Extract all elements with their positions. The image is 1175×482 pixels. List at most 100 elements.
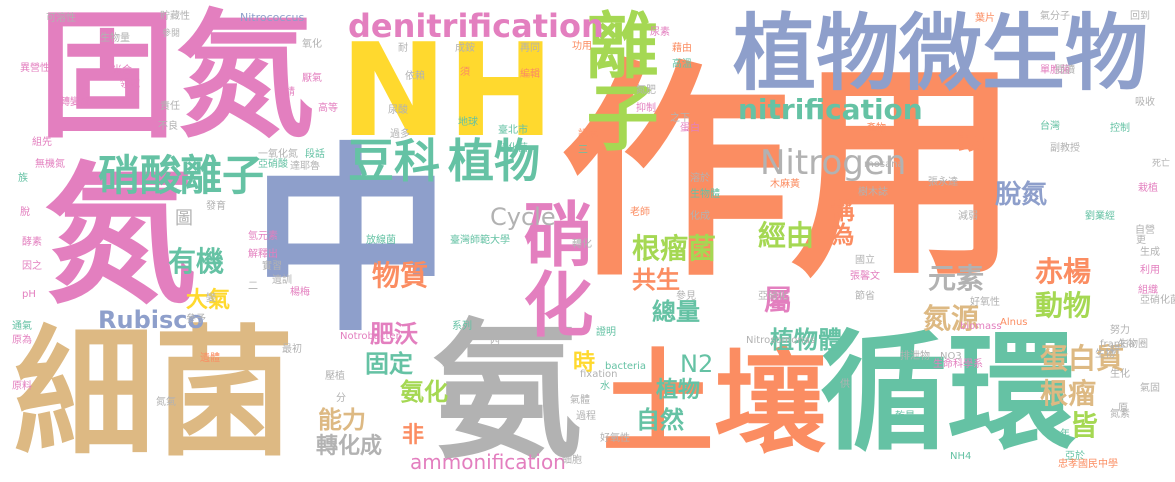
word-genliu-jun: 根瘤菌 [632,232,717,265]
small-word: NH4 [950,451,972,462]
small-word: 解釋出 [248,249,278,260]
small-word: 分 [336,393,346,404]
word-an: 氨 [432,306,583,480]
word-jingyou: 經由 [758,219,815,252]
word-douke: 豆科 [348,134,440,188]
small-word: Notrobacter [340,331,400,342]
small-word: 樹木誌 [858,187,888,198]
word-tu: 圖 [175,208,193,229]
small-word: 組先 [32,137,52,148]
small-word: 達耶魯 [290,161,320,172]
small-word: 楊梅 [290,287,310,298]
word-zhiwu-weishengwu: 植物微生物 [733,5,1148,102]
small-word: 成銨 [455,43,475,54]
small-word: 之下 [670,113,690,124]
small-word: 最初 [282,344,302,355]
word-chengwei: 稱為 [826,198,854,246]
small-word: 參見 [676,291,696,302]
small-word: 耐 [398,43,408,54]
small-word: 年 [1060,429,1070,440]
small-word: 氫元素 [248,231,278,242]
small-word: 氮素 [1110,409,1130,420]
small-word: fixation [580,369,618,380]
small-word: 抑制 [636,103,656,114]
small-word: 生物 [1095,349,1115,360]
small-word: 藉由 [672,43,692,54]
small-word: 硝化菌 [498,143,528,154]
small-word: 責任 [160,101,180,112]
small-word: 高溫 [672,59,692,70]
small-word: 系列 [452,321,472,332]
small-word: Alnus [1000,317,1028,328]
small-word: 臺北市 [498,125,528,136]
word-zongliang: 總量 [652,298,700,326]
small-word: 劉業經 [1085,211,1115,222]
small-word: 控制 [1110,123,1130,134]
small-word: 高等 [318,103,338,114]
small-word: 遺體 [200,353,220,364]
word-zhuanhuacheng: 轉化成 [316,434,383,459]
word-lizi-top: 離子 [574,8,658,152]
small-word: 木麻黃 [770,179,800,190]
word-xiaohua: 硝化 [512,198,594,338]
small-word: 壓植 [325,371,345,382]
word-genliu: 根瘤 [1040,377,1097,410]
small-word: 張馨文 [850,271,880,282]
small-word: Nitrosomonas [746,335,816,346]
small-word: 氣體 [570,395,590,406]
small-word: 吸收 [1135,97,1155,108]
small-word: 細胞 [562,455,582,466]
small-word: 回到 [1130,11,1150,22]
small-word: Nitrococcus [240,11,305,24]
small-word: 節省 [855,291,875,302]
small-word: 副教授 [1050,143,1080,154]
small-word: 尿酸 [388,105,408,116]
small-word: 功用 [572,41,592,52]
small-word: 過多 [390,129,410,140]
small-word: 更 [1136,235,1146,246]
small-word: 氣固 [1140,383,1160,394]
small-word: 因之 [22,261,42,272]
small-word: 閱讀 [1055,65,1075,76]
small-word: 葉片 [975,13,995,24]
small-word: 供 [840,379,850,390]
small-word: 通氣 [12,321,32,332]
small-word: 原為 [12,335,32,346]
small-word: 好氧性 [970,297,1000,308]
small-word: 氧化 [302,39,322,50]
word-feiwo: 肥沃 [370,320,418,348]
word-nh: NH [340,17,555,166]
small-word: 變 [206,293,216,304]
word-ziran: 自然 [636,406,684,434]
word-guding: 固定 [365,350,413,378]
word-an-ion: 銨 [958,126,985,156]
small-word: 生物體 [690,189,720,200]
small-word: 遺訓 [272,275,292,286]
small-word: 放線菌 [366,235,396,246]
small-word: 原 [1118,403,1128,414]
word-nengli: 能力 [318,406,366,434]
small-word: 轉變成 [60,97,90,108]
word-nitrification: nitrification [738,93,923,126]
small-word: 生命科學系 [933,359,983,370]
small-word: 生物量 [100,33,130,44]
small-word: 參閱 [162,29,181,39]
small-word: 參予 [186,314,206,325]
word-anhua: 氨化 [400,378,448,406]
small-word: 氣分子 [1040,11,1070,22]
small-word: 蛋白 [680,123,700,134]
small-word: 依賴 [405,71,425,82]
small-word: 老師 [630,207,650,218]
word-fei: 非 [402,423,425,448]
small-word: 亞於 [1065,451,1085,462]
small-word: 光合 [112,65,132,76]
small-word: 忠孝國民中學 [1058,459,1118,470]
small-word: 記載 [578,129,598,140]
small-word: 台灣 [1040,121,1060,132]
word-nitrogen: Nitrogen [760,143,907,183]
small-word: biomass [960,321,1002,332]
small-word: 過程 [576,411,596,422]
small-word: 四 [490,337,500,348]
small-word: 張永達 [928,177,958,188]
small-word: 無機氮 [35,159,65,170]
